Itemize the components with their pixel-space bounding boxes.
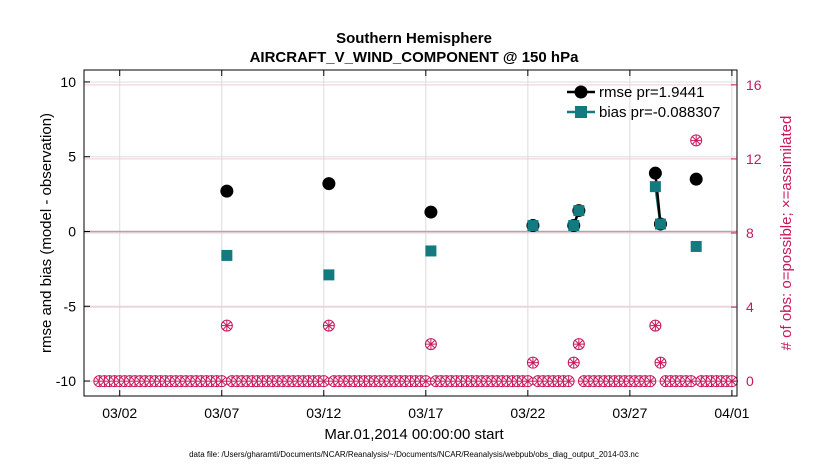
obs-count-marker: [690, 134, 703, 147]
obs-count-marker: [572, 338, 585, 351]
bias-series: [221, 181, 702, 281]
bias-point: [654, 218, 666, 230]
bias-point: [425, 245, 437, 257]
obs-count-marker: [567, 356, 580, 369]
obs-count-marker-zero: [419, 375, 432, 388]
rmse-point: [322, 177, 336, 191]
y-tick-label: 0: [68, 224, 76, 240]
bias-point: [323, 269, 335, 281]
obs-count-marker: [526, 356, 539, 369]
obs-count-marker-zero: [685, 375, 698, 388]
rmse-point: [648, 166, 662, 180]
bias-point: [527, 220, 539, 232]
obs-count-marker-zero: [562, 375, 575, 388]
y-tick-label: -5: [64, 298, 77, 314]
data-file-footnote: data file: /Users/gharamti/Documents/NCA…: [189, 450, 639, 459]
legend-rmse-label: rmse pr=1.9441: [599, 84, 704, 101]
legend-bias-label: bias pr=-0.088307: [599, 104, 720, 121]
y2-axis-label: # of obs: o=possible; ×=assimilated: [778, 116, 795, 351]
x-tick-label: 03/22: [510, 405, 545, 421]
chart-title: Southern Hemisphere: [336, 30, 492, 47]
x-tick-label: 03/17: [408, 405, 443, 421]
y-tick-label: 10: [60, 74, 76, 90]
obs-count-marker-zero: [317, 375, 330, 388]
obs-count-marker: [424, 338, 437, 351]
x-tick-label: 03/02: [102, 405, 137, 421]
obs-count-marker: [649, 319, 662, 332]
x-tick-label: 04/01: [714, 405, 749, 421]
obs-count-marker: [322, 319, 335, 332]
y2-tick-label: 8: [746, 225, 754, 241]
rmse-point: [689, 172, 703, 186]
obs-count-marker: [654, 356, 667, 369]
legend: rmse pr=1.9441 bias pr=-0.088307: [567, 84, 720, 121]
x-tick-label: 03/12: [306, 405, 341, 421]
obs-count-layer: [93, 134, 738, 388]
y2-tick-label: 0: [746, 373, 754, 389]
bias-point: [221, 249, 233, 261]
y2-tick-label: 16: [746, 77, 762, 93]
y-tick-label: 5: [68, 149, 76, 165]
y-axis-label: rmse and bias (model - observation): [38, 113, 55, 353]
x-tick-label: 03/27: [612, 405, 647, 421]
x-tick-label: 03/07: [204, 405, 239, 421]
bias-point: [573, 205, 585, 217]
chart-subtitle: AIRCRAFT_V_WIND_COMPONENT @ 150 hPa: [250, 49, 580, 66]
rmse-point: [424, 205, 438, 219]
obs-count-marker-zero: [215, 375, 228, 388]
obs-count-marker-zero: [644, 375, 657, 388]
axis-ticks: 03/02 03/07 03/12 03/17 03/22 03/27 04/01 10 5 0 -…: [56, 70, 762, 421]
y-tick-label: -10: [56, 373, 76, 389]
bias-point: [690, 240, 702, 252]
bias-point: [568, 220, 580, 232]
x-axis-label: Mar.01,2014 00:00:00 start: [324, 426, 504, 443]
obs-count-marker-zero: [521, 375, 534, 388]
legend-bias-marker: [575, 106, 587, 118]
y2-tick-label: 4: [746, 299, 754, 315]
rmse-point: [220, 184, 234, 198]
y2-tick-label: 12: [746, 151, 762, 167]
legend-rmse-marker: [574, 85, 588, 99]
obs-count-marker: [220, 319, 233, 332]
bias-point: [649, 181, 661, 193]
